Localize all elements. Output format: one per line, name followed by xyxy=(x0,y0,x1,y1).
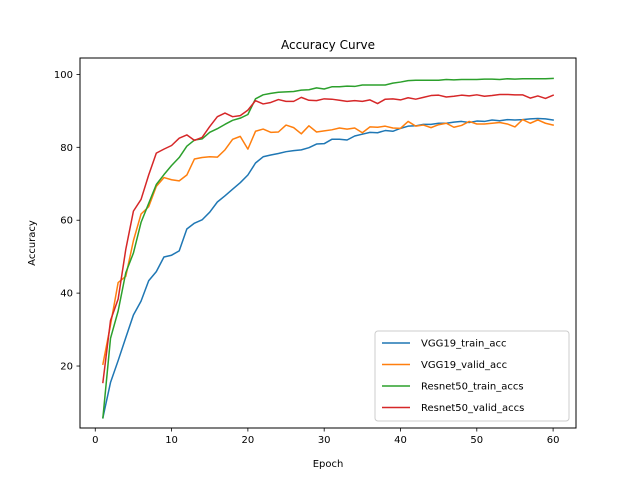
legend-label-3: Resnet50_train_accs xyxy=(421,382,524,393)
x-tick-label: 0 xyxy=(92,435,98,446)
y-axis-ticks: 20 40 60 80 100 xyxy=(54,70,80,373)
series-line-2 xyxy=(102,118,555,366)
chart-title: Accuracy Curve xyxy=(281,38,375,52)
x-axis-ticks: 0 10 20 30 40 50 60 xyxy=(92,428,559,446)
series-line-4 xyxy=(102,93,555,384)
y-tick-label: 20 xyxy=(60,362,73,373)
y-tick-label: 80 xyxy=(60,143,73,154)
x-tick-label: 60 xyxy=(547,435,560,446)
y-axis-label: Accuracy xyxy=(27,220,38,266)
x-tick-label: 10 xyxy=(165,435,178,446)
x-tick-label: 40 xyxy=(394,435,407,446)
legend: VGG19_train_acc VGG19_valid_acc Resnet50_t… xyxy=(374,330,570,422)
legend-label-4: Resnet50_valid_accs xyxy=(421,403,524,414)
x-axis-label: Epoch xyxy=(313,459,344,470)
x-tick-label: 20 xyxy=(242,435,255,446)
legend-label-1: VGG19_train_acc xyxy=(421,339,506,350)
plot-lines xyxy=(101,77,555,419)
x-tick-label: 50 xyxy=(470,435,483,446)
x-tick-label: 30 xyxy=(318,435,331,446)
y-tick-label: 100 xyxy=(54,70,73,81)
y-tick-label: 40 xyxy=(60,289,73,300)
series-line-1 xyxy=(101,117,554,419)
axes-frame xyxy=(79,57,577,429)
series-line-3 xyxy=(102,77,554,419)
legend-items: VGG19_train_acc VGG19_valid_acc Resnet50_t… xyxy=(382,339,524,414)
y-tick-label: 60 xyxy=(60,216,73,227)
legend-label-2: VGG19_valid_acc xyxy=(421,360,507,371)
legend-box xyxy=(374,330,570,422)
